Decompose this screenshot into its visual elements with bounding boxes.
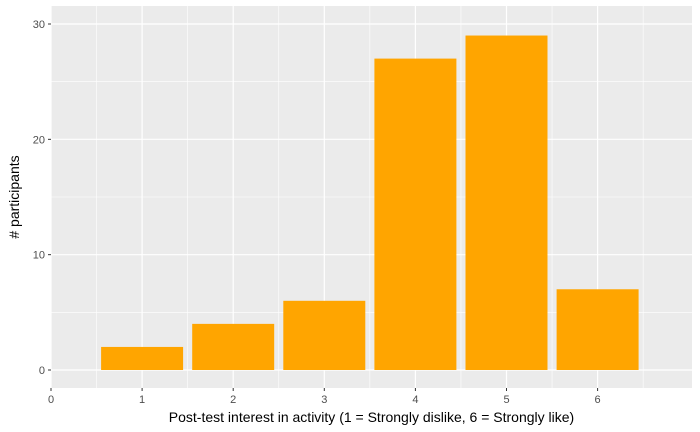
x-tick-label: 5	[503, 394, 509, 406]
bar-2	[192, 323, 275, 370]
x-tick-label: 1	[139, 394, 145, 406]
bar-3	[283, 300, 366, 370]
y-tick-label: 10	[33, 250, 45, 262]
x-tick-label: 0	[48, 394, 54, 406]
bar-1	[101, 346, 184, 370]
y-axis: 0 10 20 30	[33, 19, 51, 377]
minor-gridlines	[51, 6, 692, 388]
y-axis-title: # participants	[6, 155, 22, 238]
x-axis: 0 1 2 3 4 5 6	[48, 388, 601, 406]
y-tick-label: 0	[39, 365, 45, 377]
y-tick-label: 30	[33, 19, 45, 31]
x-tick-label: 3	[321, 394, 327, 406]
x-tick-label: 2	[230, 394, 236, 406]
x-axis-title: Post-test interest in activity (1 = Stro…	[169, 409, 574, 425]
bar-6	[556, 289, 639, 370]
bars	[101, 35, 639, 371]
y-tick-label: 20	[33, 134, 45, 146]
bar-4	[374, 58, 457, 370]
bar-5	[465, 35, 548, 371]
x-tick-label: 6	[595, 394, 601, 406]
x-tick-label: 4	[412, 394, 418, 406]
